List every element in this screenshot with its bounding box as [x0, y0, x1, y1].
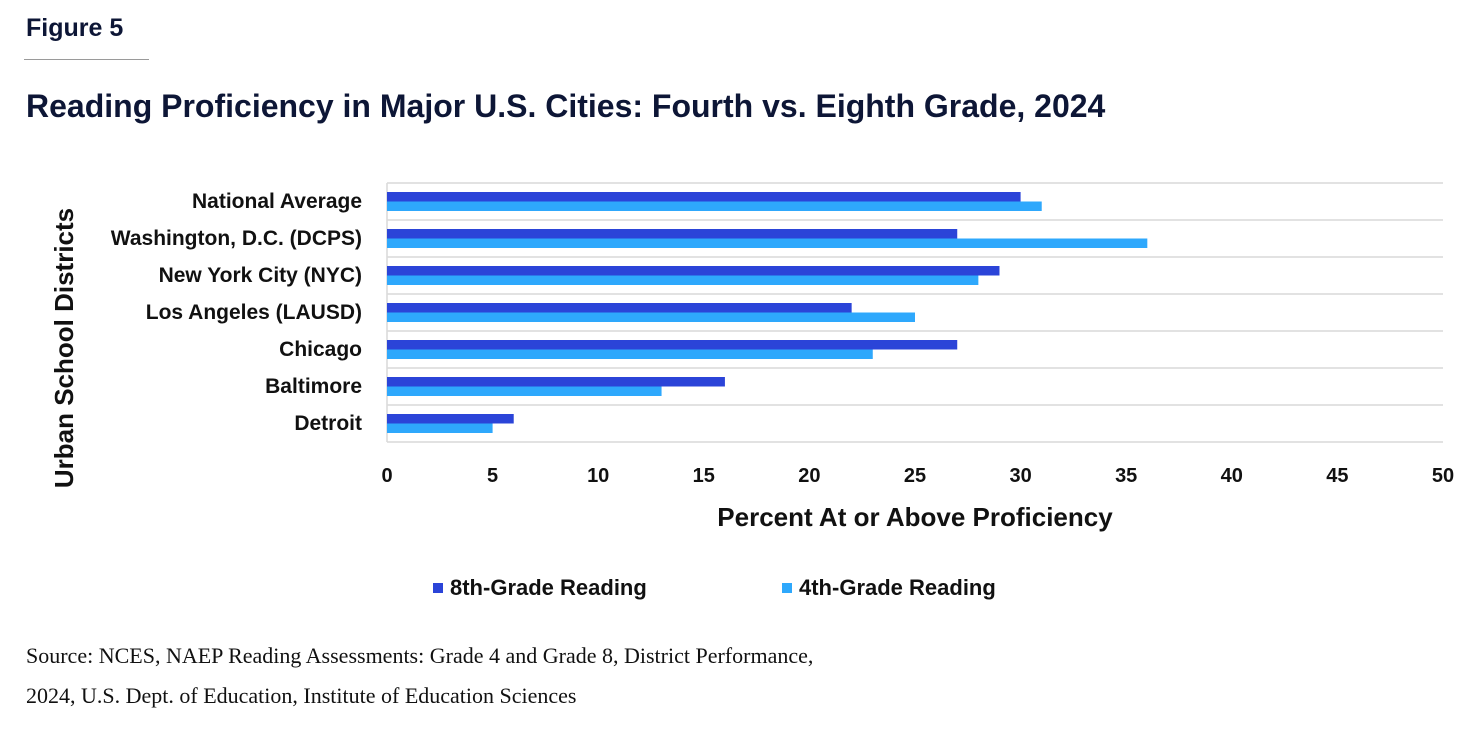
figure-label-divider: [24, 59, 149, 60]
source-note: Source: NCES, NAEP Reading Assessments: …: [26, 636, 813, 716]
bar-8th: [387, 303, 852, 313]
x-tick-label: 15: [693, 465, 715, 487]
category-label: Baltimore: [265, 375, 362, 398]
source-line: Source: NCES, NAEP Reading Assessments: …: [26, 643, 814, 668]
source-line: 2024, U.S. Dept. of Education, Institute…: [26, 683, 577, 708]
bar-4th: [387, 312, 915, 322]
x-tick-label: 20: [798, 465, 820, 487]
bar-4th: [387, 238, 1148, 248]
category-label: Detroit: [294, 412, 362, 435]
bar-4th: [387, 386, 662, 396]
category-label: Washington, D.C. (DCPS): [111, 227, 362, 250]
legend-item-8th: 8th-Grade Reading: [433, 575, 647, 601]
bar-4th: [387, 275, 979, 285]
x-tick-label: 5: [487, 465, 498, 487]
x-tick-label: 25: [904, 465, 926, 487]
bar-8th: [387, 229, 958, 239]
bar-8th: [387, 377, 725, 387]
legend-label: 8th-Grade Reading: [450, 575, 647, 600]
legend-item-4th: 4th-Grade Reading: [782, 575, 996, 601]
x-tick-label: 30: [1009, 465, 1031, 487]
chart-title: Reading Proficiency in Major U.S. Cities…: [26, 88, 1106, 124]
bar-4th: [387, 201, 1042, 211]
bar-8th: [387, 414, 514, 424]
figure-label: Figure 5: [26, 14, 124, 42]
category-label: New York City (NYC): [159, 264, 362, 287]
legend-label: 4th-Grade Reading: [799, 575, 996, 600]
bar-chart: National Average Washington, D.C. (DCPS) N…: [49, 182, 1454, 532]
x-tick-label: 0: [381, 465, 392, 487]
x-tick-label: 50: [1432, 465, 1454, 487]
category-label: Los Angeles (LAUSD): [146, 301, 362, 324]
category-label: National Average: [192, 190, 362, 213]
legend-swatch-8th: [433, 583, 443, 593]
category-label: Chicago: [279, 338, 362, 361]
x-tick-label: 40: [1221, 465, 1243, 487]
x-tick-label: 45: [1326, 465, 1348, 487]
x-axis-title: Percent At or Above Proficiency: [717, 502, 1113, 532]
bar-8th: [387, 340, 958, 350]
bar-8th: [387, 266, 1000, 276]
bar-4th: [387, 349, 873, 359]
x-tick-label: 35: [1115, 465, 1137, 487]
x-tick-label: 10: [587, 465, 609, 487]
legend-swatch-4th: [782, 583, 792, 593]
y-axis-title: Urban School Districts: [49, 208, 79, 488]
bar-4th: [387, 423, 493, 433]
bar-8th: [387, 192, 1021, 202]
